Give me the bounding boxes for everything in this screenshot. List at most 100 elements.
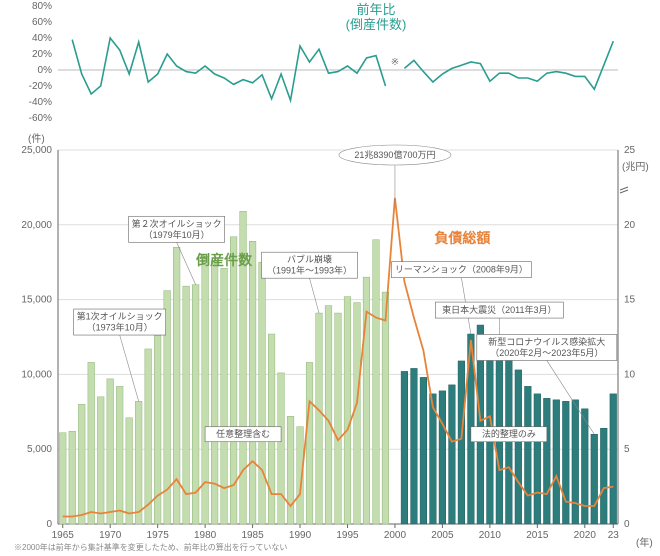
yoy-note-symbol: ※ (391, 57, 399, 68)
footnote: ※2000年は前年から集計基準を変更したため、前年比の算出を行っていない (14, 542, 287, 552)
svg-text:20,000: 20,000 (21, 220, 52, 231)
bar-pre2000 (88, 362, 95, 524)
bar-post2000 (458, 361, 465, 524)
annotation-text: 任意整理含む (216, 428, 270, 439)
svg-text:2000: 2000 (384, 530, 407, 541)
svg-text:20%: 20% (32, 49, 52, 60)
bar-pre2000 (382, 292, 389, 524)
bar-pre2000 (183, 286, 190, 524)
axis-break-icon (620, 187, 628, 193)
bar-post2000 (600, 428, 607, 524)
chart-svg: -60% -40% -20% 0% 20% 40% 60% 80% 前年比(倒産件数) ※ 0 5,0… (0, 0, 660, 556)
svg-text:10: 10 (624, 369, 636, 380)
bar-post2000 (420, 377, 427, 524)
peak-callout-text: 21兆8390億700万円 (354, 149, 435, 160)
bar-post2000 (525, 386, 532, 524)
svg-text:5: 5 (624, 444, 630, 455)
bar-pre2000 (78, 404, 85, 524)
bar-pre2000 (354, 303, 361, 524)
bar-pre2000 (325, 306, 332, 524)
svg-text:1965: 1965 (52, 530, 75, 541)
bar-pre2000 (259, 262, 266, 524)
bar-post2000 (439, 391, 446, 524)
svg-text:23: 23 (608, 530, 620, 541)
svg-text:2015: 2015 (526, 530, 549, 541)
bar-pre2000 (278, 373, 285, 524)
bar-post2000 (543, 398, 550, 524)
svg-text:15: 15 (624, 295, 636, 306)
yoy-title: 前年比 (356, 2, 395, 17)
annotation-text: 法的整理のみ (482, 428, 536, 439)
annotation-text: リーマンショック（2008年9月） (395, 264, 528, 275)
annotation-text: 第２次オイルショック (132, 218, 222, 229)
svg-text:1990: 1990 (289, 530, 312, 541)
bar-pre2000 (135, 401, 142, 524)
bar-post2000 (430, 394, 437, 524)
annotation-text: （1979年10月） (144, 229, 210, 240)
svg-text:60%: 60% (32, 17, 52, 28)
bar-pre2000 (116, 386, 123, 524)
svg-text:2005: 2005 (431, 530, 454, 541)
bar-pre2000 (107, 379, 114, 524)
annotation-text: バブル崩壊 (287, 254, 332, 265)
bar-pre2000 (145, 349, 152, 524)
bar-post2000 (572, 400, 579, 524)
bar-post2000 (515, 370, 522, 524)
annotation-text: （1991年～1993年） (267, 265, 352, 276)
svg-text:-20%: -20% (29, 81, 52, 92)
bar-pre2000 (306, 362, 313, 524)
svg-text:2020: 2020 (574, 530, 597, 541)
series-label-count: 倒産件数 (195, 252, 253, 268)
bar-post2000 (553, 400, 560, 524)
bar-post2000 (401, 371, 408, 524)
bar-post2000 (562, 401, 569, 524)
svg-text:25: 25 (624, 145, 636, 156)
right-axis-unit: (兆円) (622, 161, 649, 173)
annotation-text: 東日本大震災（2011年3月） (442, 304, 556, 315)
svg-text:80%: 80% (32, 1, 52, 12)
annotation-text: （2020年2月～2023年5月） (490, 347, 603, 358)
bar-post2000 (534, 394, 541, 524)
svg-text:1995: 1995 (336, 530, 359, 541)
svg-text:1985: 1985 (241, 530, 264, 541)
svg-text:1975: 1975 (147, 530, 170, 541)
annotation-text: 新型コロナウイルス感染拡大 (488, 336, 605, 347)
svg-text:0%: 0% (38, 65, 53, 76)
left-axis-unit: (件) (28, 133, 45, 145)
svg-text:20: 20 (624, 220, 636, 231)
annotation-text: （1973年10月） (87, 322, 153, 333)
svg-text:10,000: 10,000 (21, 369, 52, 380)
yoy-title: (倒産件数) (346, 17, 407, 32)
svg-text:-40%: -40% (29, 97, 52, 108)
svg-text:5,000: 5,000 (27, 444, 52, 455)
svg-text:15,000: 15,000 (21, 295, 52, 306)
bar-pre2000 (192, 285, 199, 524)
chart-container: -60% -40% -20% 0% 20% 40% 60% 80% 前年比(倒産件数) ※ 0 5,0… (0, 0, 660, 556)
bar-pre2000 (249, 241, 256, 524)
x-axis-unit: (年) (636, 536, 653, 549)
svg-text:0: 0 (46, 519, 52, 530)
svg-text:1980: 1980 (194, 530, 217, 541)
bar-pre2000 (344, 297, 351, 524)
series-label-liabilities: 負債総額 (434, 230, 490, 246)
bar-pre2000 (221, 268, 228, 524)
bar-pre2000 (59, 433, 66, 524)
yoy-line (72, 38, 613, 100)
bar-pre2000 (126, 418, 133, 524)
bar-pre2000 (69, 431, 76, 524)
annotation-text: 第1次オイルショック (77, 311, 163, 322)
bar-pre2000 (373, 240, 380, 524)
bar-pre2000 (287, 416, 294, 524)
bar-pre2000 (335, 313, 342, 524)
svg-text:1970: 1970 (99, 530, 122, 541)
svg-text:40%: 40% (32, 33, 52, 44)
svg-text:2010: 2010 (479, 530, 502, 541)
bar-post2000 (610, 394, 617, 524)
svg-text:-60%: -60% (29, 113, 52, 124)
svg-text:0: 0 (624, 519, 630, 530)
bar-post2000 (591, 434, 598, 524)
bar-post2000 (411, 368, 418, 524)
bar-pre2000 (316, 313, 323, 524)
bar-pre2000 (97, 397, 104, 524)
bar-post2000 (449, 385, 456, 524)
